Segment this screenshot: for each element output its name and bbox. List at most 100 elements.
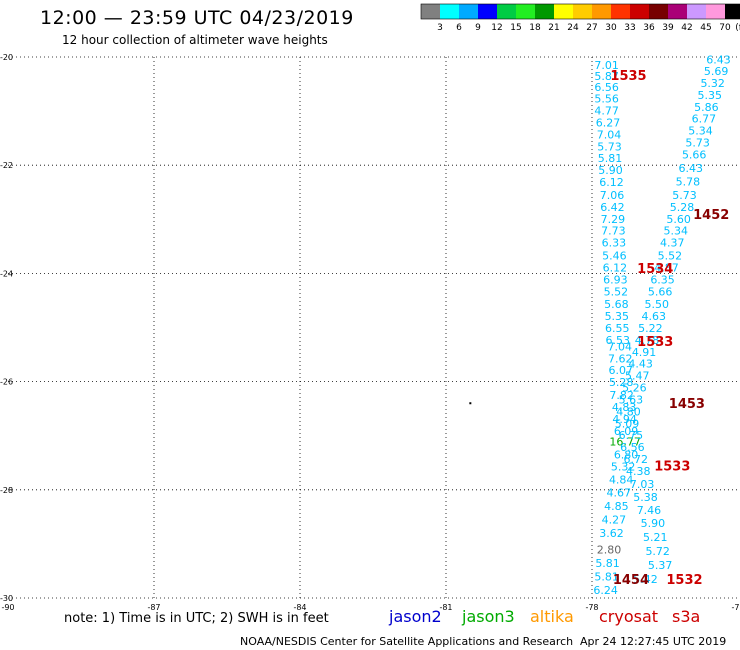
colorbar-swatch <box>440 4 459 19</box>
swh-value-label: 6.75 <box>619 429 644 442</box>
x-tick-label: -87 <box>147 603 160 612</box>
swh-value-label: 5.66 <box>682 148 707 161</box>
colorbar-label: 21 <box>548 23 559 33</box>
colorbar-swatch <box>478 4 497 19</box>
colorbar-swatch <box>611 4 630 19</box>
colorbar-swatch <box>706 4 725 19</box>
swh-value-label: 6.56 <box>620 441 645 454</box>
swh-value-label: 5.56 <box>594 93 619 106</box>
swh-value-label: 6.77 <box>692 113 717 126</box>
swh-value-label: 4.84 <box>609 474 634 487</box>
y-tick-label: -28 <box>0 486 13 495</box>
colorbar-label: 30 <box>605 23 617 33</box>
swh-value-label: 5.47 <box>625 370 650 383</box>
swh-value-label: 5.21 <box>643 531 668 544</box>
colorbar-label: 9 <box>475 23 481 33</box>
pass-time-label: 1533 <box>637 335 673 350</box>
swh-value-label: 4.38 <box>626 465 651 478</box>
colorbar-label: 45 <box>700 23 711 33</box>
swh-value-label: 5.60 <box>666 213 691 226</box>
swh-value-label: 6.12 <box>603 261 628 274</box>
colorbar-swatch <box>630 4 649 19</box>
swh-value-label: 7.06 <box>600 189 625 202</box>
swh-value-label: 5.86 <box>694 101 719 114</box>
sat-s3a-label: s3a <box>672 607 701 626</box>
swh-value-label: 5.81 <box>595 557 620 570</box>
colorbar-swatch <box>592 4 611 19</box>
generated-timestamp: Apr 24 12:27:45 UTC 2019 <box>580 635 727 648</box>
swh-value-label: 4.87 <box>654 261 679 274</box>
swh-value-label: 5.78 <box>676 175 701 188</box>
colorbar-label: 39 <box>662 23 674 33</box>
swh-value-label: 5.81 <box>598 152 623 165</box>
colorbar-swatch <box>649 4 668 19</box>
swh-value-label: 4.37 <box>660 237 685 250</box>
pass-time-label: 1453 <box>669 397 705 412</box>
swh-value-label: 4.83 <box>612 401 637 414</box>
colorbar-label: 6 <box>456 23 462 33</box>
colorbar-label: 27 <box>586 23 597 33</box>
swh-value-label: 5.90 <box>598 164 623 177</box>
swh-value-label: 6.43 <box>706 54 731 67</box>
colorbar-label: 36 <box>643 23 655 33</box>
colorbar-swatch <box>459 4 478 19</box>
swh-value-label: 5.34 <box>688 125 713 138</box>
swh-value-label: 4.27 <box>602 514 627 527</box>
swh-value-label: 4.67 <box>607 487 632 500</box>
swh-value-label: 5.73 <box>597 140 622 153</box>
swh-value-label: 4.77 <box>594 105 619 118</box>
swh-value-label: 5.50 <box>644 298 669 311</box>
colorbar-label: 3 <box>437 23 443 33</box>
swh-value-label: 16.77 <box>609 436 641 449</box>
swh-value-label: 5.35 <box>605 310 630 323</box>
swh-value-label: 6.24 <box>593 584 618 597</box>
swh-value-label: 5.73 <box>685 136 710 149</box>
swh-value-label: 4.63 <box>642 310 667 323</box>
colorbar-swatch <box>687 4 706 19</box>
swh-value-label: 5.87 <box>594 70 619 83</box>
x-tick-label: -84 <box>293 603 306 612</box>
pass-time-label: 1533 <box>654 459 690 474</box>
swh-value-label: 6.35 <box>650 273 675 286</box>
swh-value-label: 4.78 <box>635 334 660 347</box>
swh-value-label: 7.62 <box>608 352 633 365</box>
swh-value-label: 4.91 <box>632 346 657 359</box>
swh-value-label: 5.52 <box>658 250 683 263</box>
swh-value-label: 5.90 <box>641 517 666 530</box>
credit-line: NOAA/NESDIS Center for Satellite Applica… <box>240 635 574 648</box>
swh-value-label: 5.72 <box>645 545 670 558</box>
swh-value-label: 3.62 <box>599 527 624 540</box>
swh-value-label: 2.80 <box>597 543 622 556</box>
swh-value-label: 4.94 <box>612 413 637 426</box>
swh-value-label: 7.73 <box>601 225 626 238</box>
swh-value-label: 5.73 <box>672 189 697 202</box>
colorbar-swatch <box>516 4 535 19</box>
swh-value-label: 5.81 <box>594 570 619 583</box>
y-tick-label: -30 <box>0 594 13 603</box>
colorbar-swatch <box>421 4 440 19</box>
swh-value-label: 5.38 <box>633 491 658 504</box>
colorbar-swatch <box>497 4 516 19</box>
colorbar-label: 24 <box>567 23 579 33</box>
colorbar-unit: (ft) <box>735 23 740 33</box>
swh-value-label: 5.34 <box>663 225 688 238</box>
colorbar-label: 42 <box>681 23 692 33</box>
swh-value-label: 5.32 <box>700 77 725 90</box>
pass-time-label: 1535 <box>610 69 646 84</box>
swh-value-label: 5.69 <box>704 65 729 78</box>
x-tick-label: -75 <box>731 603 740 612</box>
swh-value-label: 5.63 <box>619 393 644 406</box>
swh-value-label: 5.37 <box>648 559 673 572</box>
footer-note: note: 1) Time is in UTC; 2) SWH is in fe… <box>64 611 329 626</box>
pass-time-label: 1454 <box>613 573 649 588</box>
swh-value-label: 4.80 <box>616 405 641 418</box>
swh-value-label: 6.55 <box>605 322 630 335</box>
swh-value-label: 6.72 <box>624 453 649 466</box>
swh-value-label: 7.82 <box>609 389 634 402</box>
swh-value-label: 5.32 <box>611 461 636 474</box>
swh-value-label: 5.35 <box>698 89 723 102</box>
swh-value-label: 5.66 <box>648 285 673 298</box>
swh-value-label: 6.80 <box>614 449 639 462</box>
swh-value-label: 5.09 <box>615 417 640 430</box>
